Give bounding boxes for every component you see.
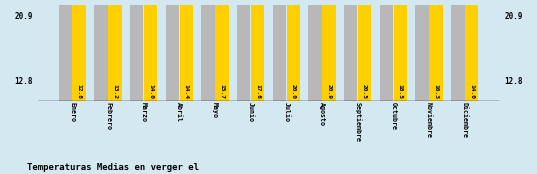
Text: 20.5: 20.5 xyxy=(362,84,367,99)
Bar xyxy=(380,4,393,101)
Bar xyxy=(451,4,465,101)
Text: 14.0: 14.0 xyxy=(469,84,474,99)
Bar xyxy=(251,0,264,101)
Bar xyxy=(394,0,407,101)
Bar xyxy=(215,0,229,101)
Bar xyxy=(237,4,250,101)
Text: 17.6: 17.6 xyxy=(255,84,260,99)
Bar xyxy=(72,0,86,101)
Bar xyxy=(287,0,300,101)
Bar xyxy=(95,4,108,101)
Text: 20.9: 20.9 xyxy=(326,84,331,99)
Bar xyxy=(144,0,157,101)
Text: 12.8: 12.8 xyxy=(77,84,82,99)
Bar xyxy=(59,4,72,101)
Text: 14.0: 14.0 xyxy=(148,84,153,99)
Bar xyxy=(308,4,322,101)
Bar xyxy=(130,4,143,101)
Text: Temperaturas Medias en verger el: Temperaturas Medias en verger el xyxy=(27,163,199,172)
Bar xyxy=(108,0,122,101)
Bar xyxy=(201,4,215,101)
Bar xyxy=(322,0,336,101)
Bar xyxy=(415,4,429,101)
Text: 13.2: 13.2 xyxy=(112,84,118,99)
Text: 14.4: 14.4 xyxy=(184,84,189,99)
Bar xyxy=(179,0,193,101)
Bar xyxy=(165,4,179,101)
Text: 16.3: 16.3 xyxy=(433,84,439,99)
Bar xyxy=(344,4,358,101)
Bar xyxy=(429,0,442,101)
Bar xyxy=(273,4,286,101)
Bar xyxy=(358,0,372,101)
Text: 20.0: 20.0 xyxy=(291,84,296,99)
Text: 18.5: 18.5 xyxy=(398,84,403,99)
Text: 15.7: 15.7 xyxy=(220,84,224,99)
Bar xyxy=(465,0,478,101)
